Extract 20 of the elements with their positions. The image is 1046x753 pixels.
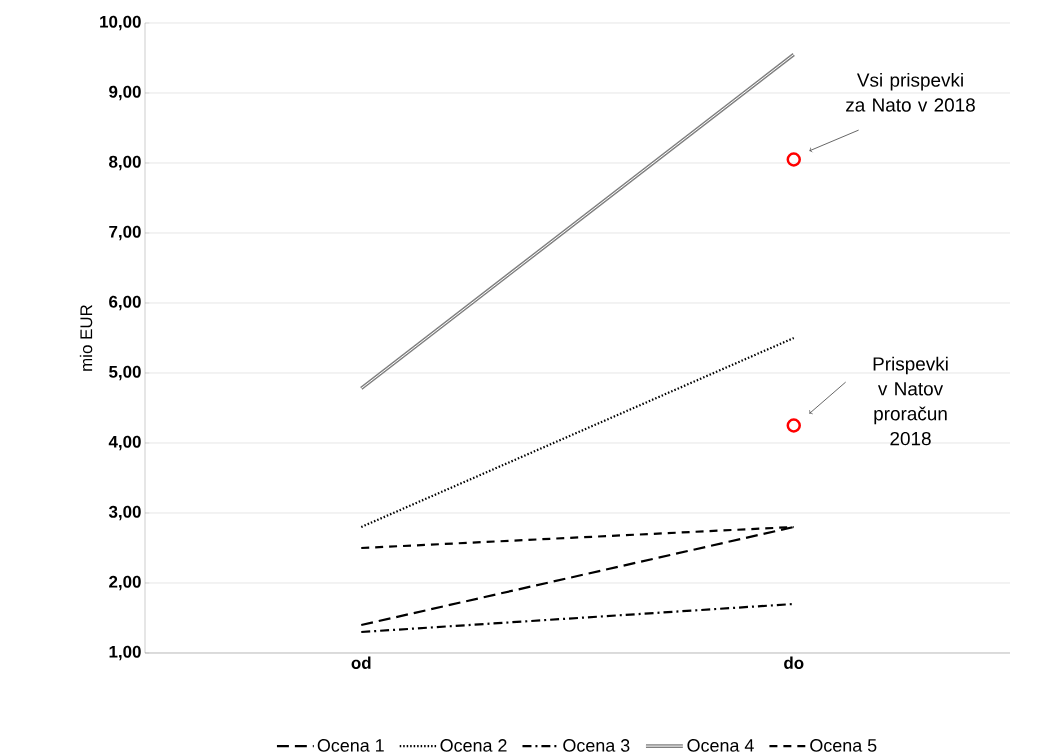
y-tick-label: 6,00 — [109, 295, 141, 311]
y-tick-label: 8,00 — [109, 155, 141, 171]
y-tick-label: 5,00 — [109, 365, 141, 381]
y-tick-label: 2,00 — [109, 575, 141, 591]
legend-label: Ocena 5 — [810, 739, 877, 752]
x-tick-label: od — [351, 656, 371, 669]
legend-label: Ocena 4 — [687, 739, 754, 752]
annotation: Prispevki v Natov proračun 2018 — [873, 356, 948, 446]
legend-label: Ocena 1 — [317, 739, 384, 752]
x-tick-label: do — [784, 656, 804, 669]
y-tick-label: 7,00 — [109, 225, 141, 241]
legend-label: Ocena 2 — [440, 739, 507, 752]
y-axis-title: mio EUR — [79, 304, 93, 371]
y-tick-label: 9,00 — [109, 85, 141, 101]
annotation: Vsi prispevki za Nato v 2018 — [846, 72, 975, 112]
y-tick-label: 10,00 — [100, 15, 141, 31]
legend-label: Ocena 3 — [563, 739, 630, 752]
y-tick-label: 1,00 — [109, 645, 141, 661]
y-tick-label: 4,00 — [108, 435, 141, 451]
y-tick-label: 3,00 — [108, 505, 141, 521]
